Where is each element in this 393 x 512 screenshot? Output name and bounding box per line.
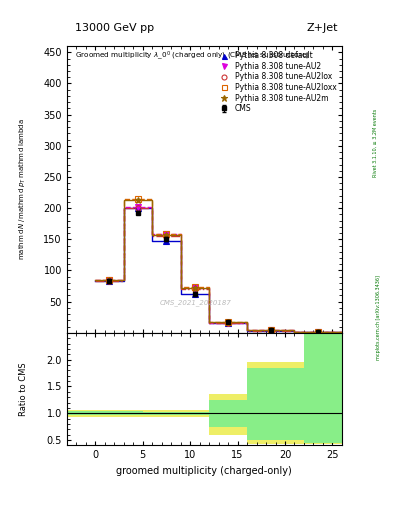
Line: Pythia 8.308 default: Pythia 8.308 default: [107, 205, 321, 335]
Pythia 8.308 default: [268, 328, 273, 334]
Pythia 8.308 default: [193, 291, 197, 297]
Text: CMS_2021_2020187: CMS_2021_2020187: [160, 299, 232, 306]
Bar: [247, 362, 304, 444]
Bar: [67, 411, 143, 415]
Pythia 8.308 tune-AU2m: [193, 285, 197, 291]
Pythia 8.308 tune-AU2m: [268, 327, 273, 333]
Text: Rivet 3.1.10, ≥ 3.2M events: Rivet 3.1.10, ≥ 3.2M events: [373, 109, 378, 178]
Text: Groomed multiplicity $\lambda\_0^0$ (charged only) (CMS jet substructure): Groomed multiplicity $\lambda\_0^0$ (cha…: [75, 49, 310, 62]
Pythia 8.308 tune-AU2lox: [226, 320, 230, 326]
Pythia 8.308 default: [226, 321, 230, 327]
Pythia 8.308 tune-AU2m: [316, 329, 321, 335]
Pythia 8.308 default: [164, 238, 169, 244]
Pythia 8.308 tune-AU2: [193, 285, 197, 291]
Pythia 8.308 tune-AU2: [136, 204, 140, 210]
Text: 13000 GeV pp: 13000 GeV pp: [75, 23, 154, 33]
Line: Pythia 8.308 tune-AU2: Pythia 8.308 tune-AU2: [107, 204, 321, 335]
Y-axis label: Ratio to CMS: Ratio to CMS: [19, 362, 28, 416]
Pythia 8.308 tune-AU2m: [226, 319, 230, 325]
Line: Pythia 8.308 tune-AU2lox: Pythia 8.308 tune-AU2lox: [107, 205, 321, 335]
Bar: [67, 410, 143, 417]
Pythia 8.308 tune-AU2loxx: [316, 329, 321, 335]
Legend: Pythia 8.308 default, Pythia 8.308 tune-AU2, Pythia 8.308 tune-AU2lox, Pythia 8.: Pythia 8.308 default, Pythia 8.308 tune-…: [215, 50, 338, 115]
Pythia 8.308 tune-AU2m: [136, 197, 140, 203]
Line: Pythia 8.308 tune-AU2m: Pythia 8.308 tune-AU2m: [106, 197, 321, 335]
Pythia 8.308 tune-AU2lox: [193, 286, 197, 292]
Text: Z+Jet: Z+Jet: [307, 23, 338, 33]
Pythia 8.308 tune-AU2lox: [164, 233, 169, 239]
Bar: [304, 317, 342, 444]
Y-axis label: $\mathrm{mathm}\,\mathrm{d}\,N\,/\,\mathrm{mathm}\,\mathrm{d}\,p_T\,\mathrm{math: $\mathrm{mathm}\,\mathrm{d}\,N\,/\,\math…: [18, 119, 28, 260]
Bar: [143, 412, 209, 415]
Bar: [143, 410, 209, 417]
Pythia 8.308 tune-AU2: [164, 231, 169, 238]
Pythia 8.308 tune-AU2lox: [107, 278, 112, 284]
Pythia 8.308 tune-AU2: [107, 278, 112, 284]
Bar: [209, 400, 247, 426]
Pythia 8.308 default: [107, 278, 112, 284]
Pythia 8.308 tune-AU2lox: [316, 329, 321, 335]
Pythia 8.308 default: [136, 205, 140, 211]
Pythia 8.308 tune-AU2loxx: [226, 319, 230, 325]
Pythia 8.308 tune-AU2lox: [136, 205, 140, 211]
Pythia 8.308 tune-AU2: [226, 320, 230, 326]
Bar: [209, 394, 247, 435]
Pythia 8.308 tune-AU2: [268, 327, 273, 333]
X-axis label: groomed multiplicity (charged-only): groomed multiplicity (charged-only): [116, 466, 292, 476]
Pythia 8.308 tune-AU2loxx: [268, 327, 273, 333]
Pythia 8.308 tune-AU2loxx: [107, 278, 112, 284]
Pythia 8.308 tune-AU2m: [164, 232, 169, 238]
Pythia 8.308 default: [316, 329, 321, 335]
Text: mcplots.cern.ch [arXiv:1306.3436]: mcplots.cern.ch [arXiv:1306.3436]: [376, 275, 380, 360]
Pythia 8.308 tune-AU2loxx: [193, 284, 197, 290]
Pythia 8.308 tune-AU2m: [107, 278, 112, 284]
Pythia 8.308 tune-AU2loxx: [136, 196, 140, 202]
Pythia 8.308 tune-AU2: [316, 329, 321, 335]
Pythia 8.308 tune-AU2loxx: [164, 231, 169, 238]
Line: Pythia 8.308 tune-AU2loxx: Pythia 8.308 tune-AU2loxx: [107, 197, 321, 335]
Pythia 8.308 tune-AU2lox: [268, 328, 273, 334]
Bar: [247, 368, 304, 440]
Bar: [304, 333, 342, 443]
